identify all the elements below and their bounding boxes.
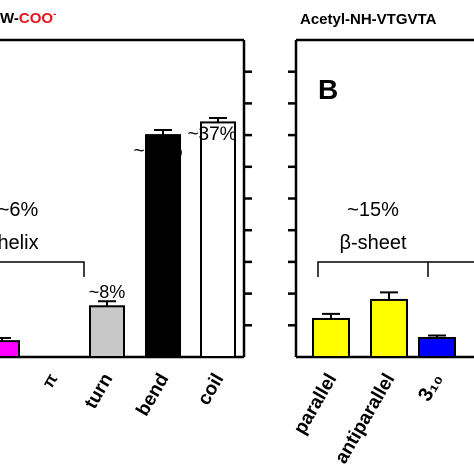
bar-3₁₀ — [418, 336, 456, 359]
panel-a-category-labels: π turn bend coil — [39, 370, 229, 420]
panel-a-title-prefix: W- — [0, 10, 19, 27]
helix-label: helix — [0, 232, 39, 254]
bar-turn — [89, 305, 125, 358]
bar-coil — [200, 121, 236, 358]
category-label: π — [39, 371, 62, 392]
panel-b-label: B — [318, 74, 338, 105]
category-label: 3₁₀ — [414, 370, 447, 406]
bar-antiparallel — [370, 298, 408, 359]
sheet-percent-label: ~15% — [347, 199, 399, 221]
category-label: antiparallel — [331, 370, 399, 467]
panel-b-title: Acetyl-NH-VTGVTA — [300, 11, 437, 28]
sheet-label: β-sheet — [339, 232, 407, 254]
helix-bracket — [0, 261, 85, 277]
bar-helix-part — [0, 340, 20, 358]
panel-a-title: W-COO- — [0, 9, 56, 27]
panel-a-title-red: COO — [18, 10, 54, 27]
category-label: bend — [132, 370, 173, 420]
coil-percent-label: ~37% — [187, 124, 236, 145]
bend-percent-label: ~35% — [133, 141, 182, 162]
panel-a-title-superscript: - — [53, 9, 57, 20]
bar-bend — [145, 134, 181, 358]
turn-percent-label: ~8% — [89, 282, 126, 302]
panel-b-y-ticks — [288, 70, 296, 327]
category-label: turn — [81, 370, 118, 412]
helix-percent-label: ~6% — [0, 199, 39, 221]
panel-b-bars — [312, 291, 456, 359]
bar-parallel — [312, 317, 350, 358]
sheet-bracket — [317, 261, 474, 277]
category-label: coil — [194, 370, 229, 409]
panel-a-y-ticks — [244, 70, 252, 327]
category-label: parallel — [290, 370, 341, 438]
panel-a-bars — [0, 116, 236, 358]
